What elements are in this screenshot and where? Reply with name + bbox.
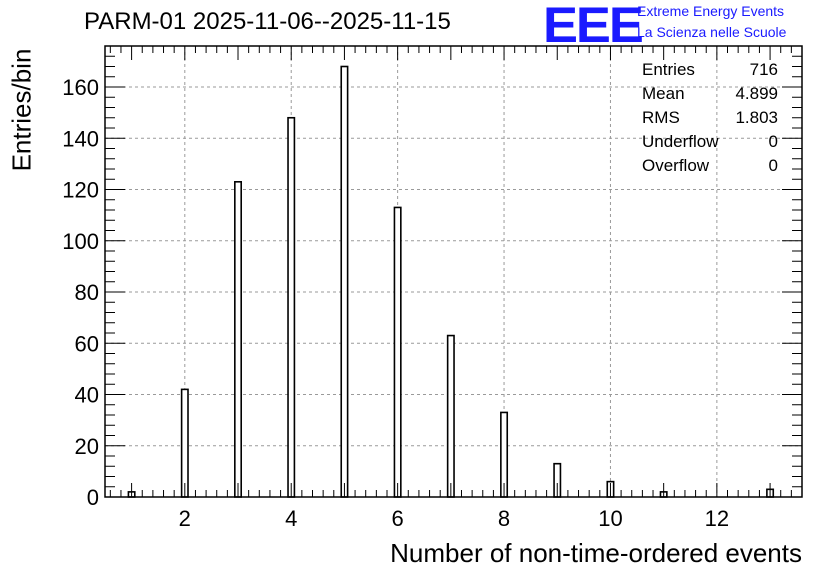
eee-logo-mark: EEE xyxy=(543,0,644,53)
y-tick-label: 140 xyxy=(62,126,99,151)
y-tick-label: 120 xyxy=(62,178,99,203)
x-tick-label: 2 xyxy=(179,506,191,531)
histogram-bar xyxy=(340,65,349,498)
stats-label: Mean xyxy=(642,84,685,103)
stats-row-mean: Mean 4.899 xyxy=(642,84,778,108)
stats-label: Entries xyxy=(642,60,695,79)
logo-line-2: La Scienza nelle Scuole xyxy=(637,24,787,40)
chart-title: PARM-01 2025-11-06--2025-11-15 xyxy=(84,8,451,35)
stats-row-overflow: Overflow 0 xyxy=(642,156,778,180)
x-tick-label: 4 xyxy=(285,506,297,531)
x-tick-label: 10 xyxy=(598,506,622,531)
y-tick-label: 0 xyxy=(87,485,99,510)
x-tick-label: 6 xyxy=(392,506,404,531)
stats-row-rms: RMS 1.803 xyxy=(642,108,778,132)
histogram-bar xyxy=(180,388,189,498)
y-tick-label: 80 xyxy=(75,280,99,305)
y-tick-label: 100 xyxy=(62,229,99,254)
stats-value: 0 xyxy=(768,156,778,175)
logo-line-1: Extreme Energy Events xyxy=(637,3,785,19)
stats-row-entries: Entries 716 xyxy=(642,60,778,84)
stats-value: 716 xyxy=(749,60,778,79)
stats-label: RMS xyxy=(642,108,680,127)
stats-label: Overflow xyxy=(642,156,710,175)
stats-box: Entries 716 Mean 4.899 RMS 1.803 Underfl… xyxy=(642,60,778,180)
histogram-bar xyxy=(287,116,296,498)
histogram-bar xyxy=(234,181,243,498)
y-tick-label: 20 xyxy=(75,434,99,459)
y-tick-label: 60 xyxy=(75,331,99,356)
y-tick-label: 40 xyxy=(75,383,99,408)
stats-label: Underflow xyxy=(642,132,719,151)
y-tick-label: 160 xyxy=(62,75,99,100)
y-axis-label: Entries/bin xyxy=(6,48,37,172)
histogram-bar xyxy=(446,334,455,498)
stats-row-underflow: Underflow 0 xyxy=(642,132,778,156)
x-tick-label: 8 xyxy=(498,506,510,531)
stats-value: 0 xyxy=(768,132,778,151)
stats-value: 4.899 xyxy=(735,84,778,103)
x-axis-label: Number of non-time-ordered events xyxy=(390,538,802,568)
x-tick-label: 12 xyxy=(705,506,729,531)
stats-value: 1.803 xyxy=(735,108,778,127)
histogram-bar xyxy=(393,206,402,498)
